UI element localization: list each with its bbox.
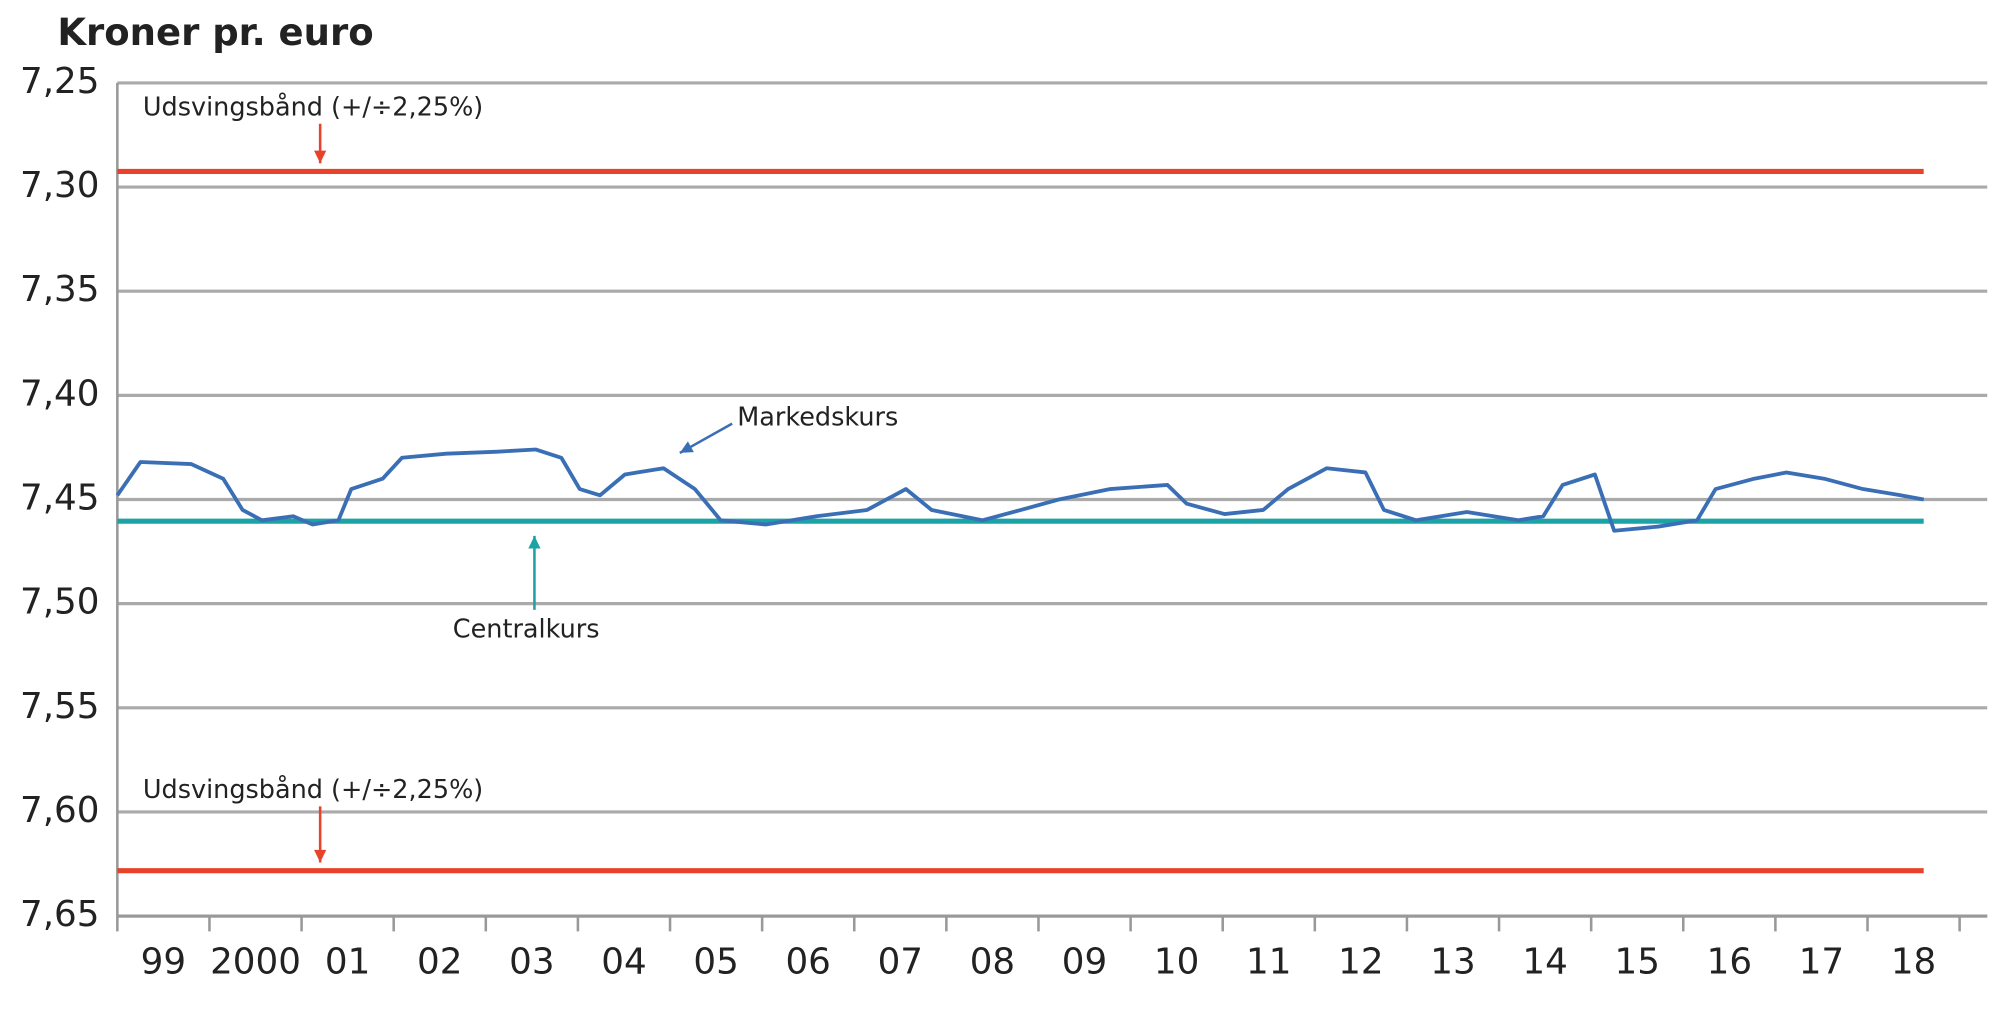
- x-tick-label: 12: [1338, 941, 1383, 982]
- y-tick-label: 7,30: [20, 165, 99, 206]
- x-tick-label: 16: [1707, 941, 1752, 982]
- annotation: Udsvingsbånd (+/÷2,25%): [143, 775, 483, 805]
- arrow-head: [314, 150, 327, 164]
- x-tick-label: 01: [325, 941, 370, 982]
- arrow-head: [314, 849, 327, 863]
- x-tick-label: 18: [1891, 941, 1936, 982]
- data-line: [115, 447, 1925, 533]
- x-tick-label: 15: [1614, 941, 1659, 982]
- y-tick-label: 7,50: [20, 582, 99, 623]
- x-tick-label: 14: [1522, 941, 1567, 982]
- annotation: Markedskurs: [737, 402, 898, 432]
- y-tick-label: 7,35: [20, 269, 99, 310]
- y-tick-label: 7,25: [20, 61, 99, 102]
- x-tick-label: 02: [417, 941, 462, 982]
- y-tick-label: 7,55: [20, 686, 99, 727]
- y-tick-label: 7,40: [20, 373, 99, 414]
- x-tick-label: 11: [1246, 941, 1291, 982]
- x-tick-label: 07: [878, 941, 923, 982]
- y-tick-label: 7,60: [20, 790, 99, 831]
- x-tick-label: 10: [1154, 941, 1199, 982]
- x-tick-label: 09: [1062, 941, 1107, 982]
- x-tick-label: 99: [141, 941, 186, 982]
- x-tick-label: 05: [693, 941, 738, 982]
- x-tick-label: 08: [970, 941, 1015, 982]
- annotation: Udsvingsbånd (+/÷2,25%): [143, 92, 483, 122]
- x-tick-label: 13: [1430, 941, 1475, 982]
- x-tick-label: 03: [509, 941, 554, 982]
- y-tick-label: 7,45: [20, 477, 99, 518]
- x-tick-label: 17: [1799, 941, 1844, 982]
- x-tick-label: 06: [785, 941, 830, 982]
- annotation: Centralkurs: [453, 614, 600, 644]
- arrow-head: [528, 535, 541, 549]
- x-tick-label: 04: [601, 941, 646, 982]
- arrow-head: [679, 441, 694, 453]
- x-tick-label: 2000: [210, 941, 301, 982]
- chart-title: Kroner pr. euro: [57, 11, 373, 54]
- y-tick-label: 7,65: [20, 894, 99, 935]
